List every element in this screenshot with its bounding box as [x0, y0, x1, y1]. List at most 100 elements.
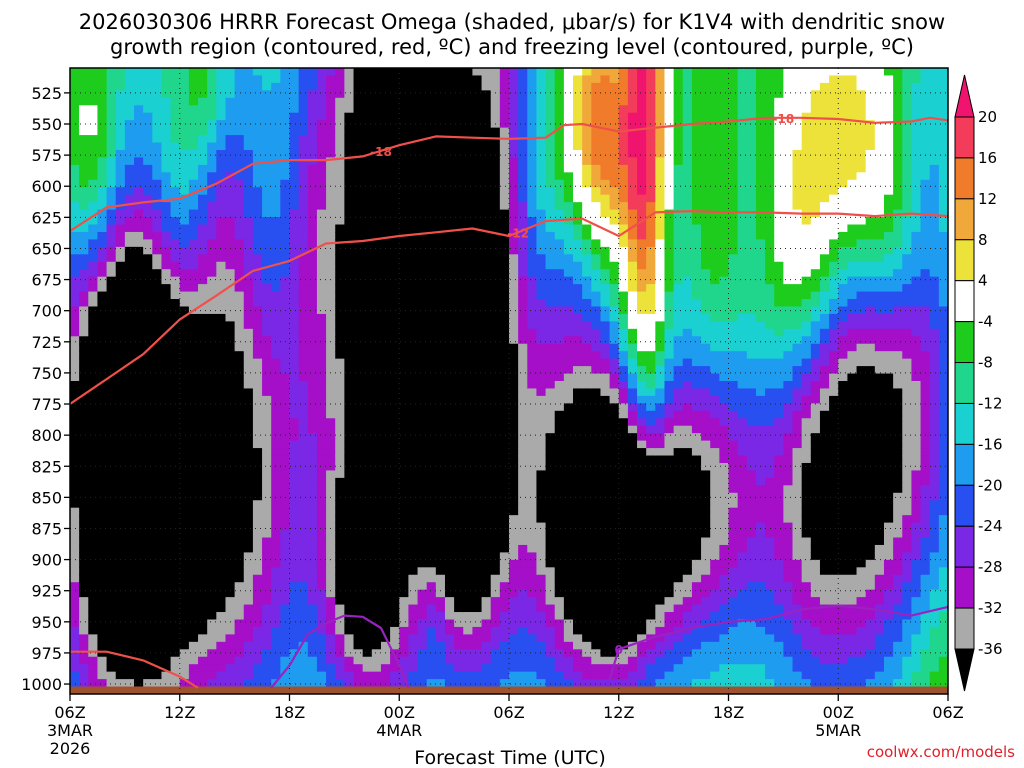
omega-cell	[490, 395, 501, 404]
omega-cell	[362, 373, 373, 382]
omega-cell	[280, 68, 291, 77]
omega-cell	[106, 209, 117, 218]
omega-cell	[417, 187, 428, 196]
omega-cell	[481, 530, 492, 539]
omega-cell	[316, 589, 327, 598]
omega-cell	[170, 582, 181, 591]
omega-cell	[207, 306, 217, 315]
omega-cell	[262, 612, 272, 621]
omega-cell	[527, 664, 538, 673]
omega-cell	[463, 664, 474, 673]
omega-cell	[243, 328, 254, 337]
omega-cell	[554, 276, 565, 285]
omega-cell	[115, 544, 126, 553]
omega-cell	[536, 656, 547, 665]
omega-cell	[353, 269, 364, 278]
omega-cell	[518, 485, 528, 494]
omega-cell	[207, 358, 217, 367]
omega-cell	[362, 82, 373, 91]
omega-cell	[362, 135, 373, 144]
omega-cell	[600, 269, 611, 278]
omega-cell	[97, 582, 108, 591]
omega-cell	[225, 641, 236, 650]
omega-cell	[97, 634, 108, 643]
omega-cell	[481, 448, 492, 457]
omega-cell	[234, 239, 245, 248]
omega-cell	[207, 269, 217, 278]
omega-cell	[518, 75, 528, 84]
omega-cell	[371, 112, 382, 121]
omega-cell	[198, 164, 208, 173]
omega-cell	[252, 448, 263, 457]
omega-cell	[316, 679, 327, 688]
omega-cell	[79, 343, 89, 352]
omega-cell	[161, 246, 172, 255]
omega-cell	[188, 358, 199, 367]
omega-cell	[316, 217, 327, 226]
omega-cell	[463, 306, 474, 315]
omega-cell	[207, 395, 217, 404]
omega-cell	[280, 351, 291, 360]
omega-cell	[582, 68, 592, 77]
omega-cell	[481, 120, 492, 129]
omega-cell	[262, 552, 272, 561]
omega-cell	[481, 470, 492, 479]
omega-cell	[344, 470, 355, 479]
omega-cell	[106, 142, 117, 151]
omega-cell	[170, 127, 181, 136]
omega-cell	[472, 82, 483, 91]
omega-cell	[179, 567, 190, 576]
omega-cell	[399, 433, 409, 442]
omega-cell	[545, 135, 556, 144]
omega-cell	[234, 261, 245, 270]
omega-cell	[179, 90, 190, 99]
omega-cell	[435, 269, 446, 278]
omega-cell	[527, 537, 538, 546]
omega-cell	[298, 679, 309, 688]
omega-cell	[79, 492, 89, 501]
omega-cell	[326, 164, 336, 173]
omega-cell	[161, 641, 172, 650]
omega-cell	[408, 291, 419, 300]
omega-cell	[399, 82, 409, 91]
omega-cell	[307, 239, 318, 248]
omega-cell	[472, 246, 483, 255]
omega-cell	[161, 291, 172, 300]
omega-cell	[207, 328, 217, 337]
omega-cell	[426, 321, 437, 330]
omega-cell	[353, 284, 364, 293]
omega-cell	[509, 567, 519, 576]
omega-cell	[115, 224, 126, 233]
omega-cell	[371, 246, 382, 255]
omega-cell	[326, 381, 336, 390]
omega-cell	[97, 127, 108, 136]
omega-cell	[262, 448, 272, 457]
omega-cell	[545, 403, 556, 412]
omega-cell	[426, 433, 437, 442]
omega-cell	[509, 313, 519, 322]
omega-cell	[499, 433, 510, 442]
omega-cell	[216, 530, 227, 539]
omega-cell	[591, 604, 602, 613]
omega-cell	[124, 217, 135, 226]
omega-cell	[380, 530, 391, 539]
omega-cell	[463, 351, 474, 360]
omega-cell	[536, 68, 547, 77]
omega-cell	[88, 626, 99, 635]
omega-cell	[509, 470, 519, 479]
omega-cell	[152, 284, 163, 293]
omega-cell	[554, 492, 565, 501]
omega-cell	[152, 664, 163, 673]
omega-cell	[70, 559, 80, 568]
omega-cell	[316, 388, 327, 397]
omega-cell	[426, 157, 437, 166]
omega-cell	[380, 209, 391, 218]
omega-cell	[426, 328, 437, 337]
omega-cell	[417, 455, 428, 464]
omega-cell	[591, 656, 602, 665]
omega-cell	[97, 328, 108, 337]
omega-cell	[582, 187, 592, 196]
omega-cell	[380, 597, 391, 606]
omega-cell	[399, 75, 409, 84]
omega-cell	[600, 276, 611, 285]
